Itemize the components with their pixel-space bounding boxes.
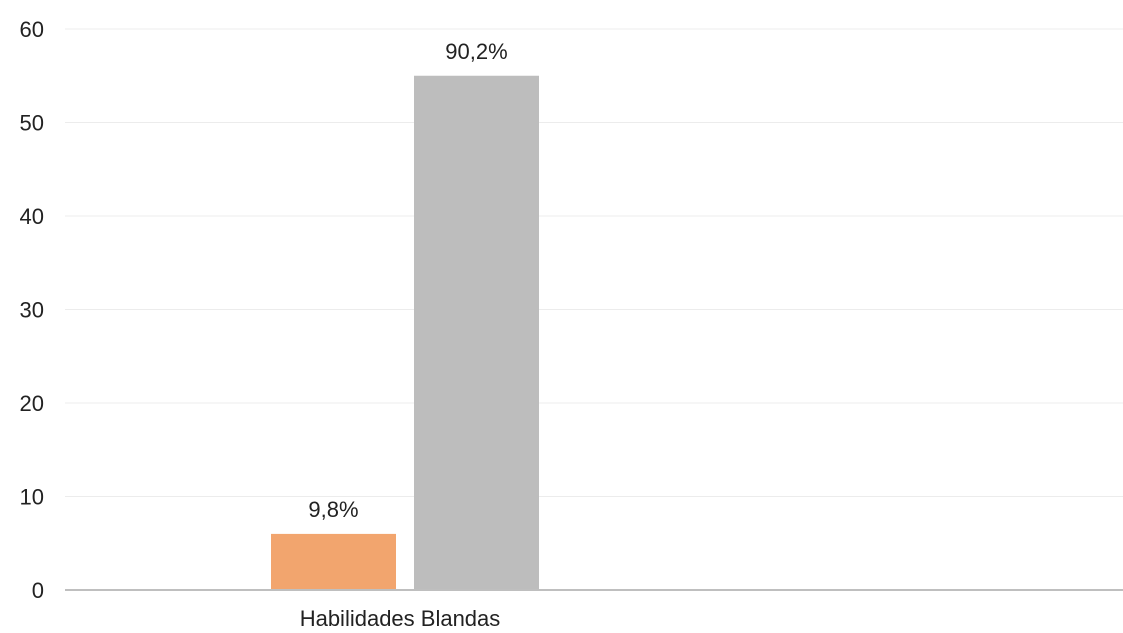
data-labels: 9,8% 90,2% xyxy=(308,39,507,522)
category-labels: Habilidades Blandas xyxy=(300,606,501,631)
y-tick-label: 30 xyxy=(20,298,44,323)
y-tick-label: 20 xyxy=(20,391,44,416)
y-tick-label: 50 xyxy=(20,111,44,136)
grid-lines xyxy=(65,28,1123,497)
y-tick-label: 60 xyxy=(20,17,44,42)
data-label-series-2: 90,2% xyxy=(445,39,507,64)
bars xyxy=(271,75,539,590)
y-axis-ticks: 0 10 20 30 40 50 60 xyxy=(20,17,44,603)
category-label: Habilidades Blandas xyxy=(300,606,501,631)
bar-series-1 xyxy=(271,533,396,590)
data-label-series-1: 9,8% xyxy=(308,497,358,522)
y-tick-label: 40 xyxy=(20,204,44,229)
bar-series-2 xyxy=(414,75,539,590)
y-tick-label: 0 xyxy=(32,578,44,603)
y-tick-label: 10 xyxy=(20,485,44,510)
